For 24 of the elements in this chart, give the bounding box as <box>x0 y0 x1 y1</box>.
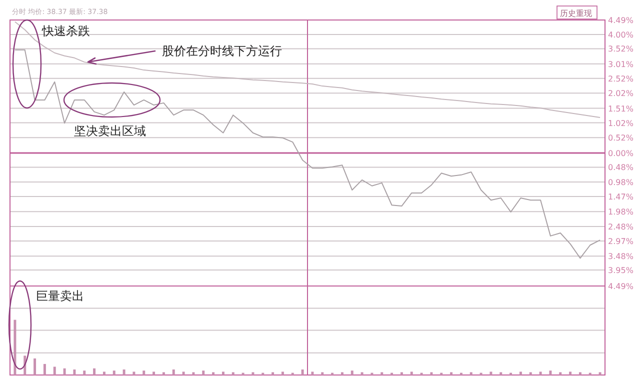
y-tick-label: 1.02% <box>608 118 634 128</box>
y-tick-label: 2.52% <box>608 74 634 84</box>
y-tick-label: 3.95% <box>608 266 634 276</box>
y-tick-label: 1.51% <box>608 104 634 114</box>
y-tick-label: 3.52% <box>608 44 634 54</box>
text: 历史重现 <box>560 9 592 18</box>
annotation: 快速杀跌 <box>41 24 90 38</box>
y-tick-label: 2.48% <box>608 222 634 232</box>
y-tick-label: 1.98% <box>608 208 634 217</box>
y-tick-label: 4.00% <box>608 30 634 40</box>
y-tick-label: 1.47% <box>608 192 634 202</box>
y-tick-label: 0.00% <box>608 149 634 158</box>
y-tick-label: 0.48% <box>608 163 634 172</box>
annotation: 股价在分时线下方运行 <box>162 44 282 58</box>
y-tick-label: 2.02% <box>608 89 634 98</box>
y-tick-label: 0.52% <box>608 134 634 143</box>
annotation: 坚决卖出区域 <box>74 124 146 138</box>
y-tick-label: 4.49% <box>608 16 634 25</box>
y-tick-label: 3.01% <box>608 60 634 69</box>
text: 巨量卖出 <box>36 289 84 303</box>
y-tick-label: 4.49% <box>608 282 634 291</box>
y-tick-label: 3.48% <box>608 252 634 262</box>
y-tick-label: 0.98% <box>608 178 634 188</box>
y-tick-label: 2.97% <box>608 236 634 246</box>
